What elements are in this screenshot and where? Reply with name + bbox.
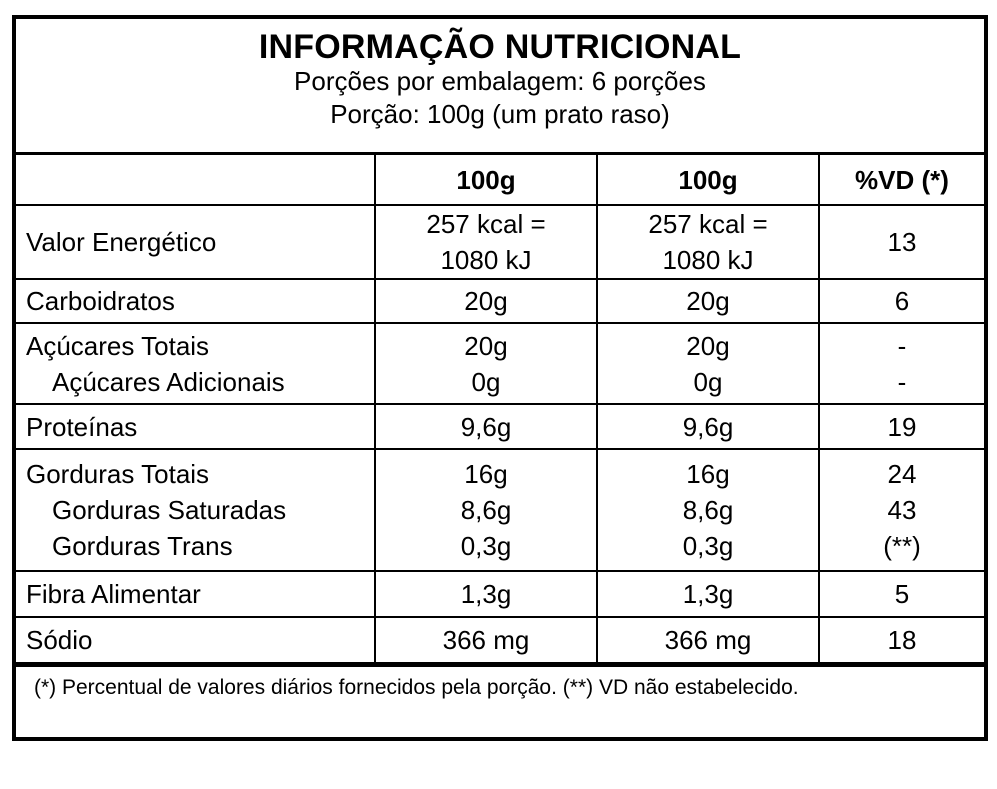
amount-portion-2: 9,6g <box>596 403 820 450</box>
amount-portion-1-line: 0,3g <box>460 531 512 561</box>
nutrient-name-line: Carboidratos <box>26 286 175 316</box>
amount-portion-2-line: 20g <box>686 330 730 361</box>
amount-portion-1-line: 16g <box>464 459 508 489</box>
daily-value-percent-line: 6 <box>894 286 910 316</box>
amount-portion-1-line: 366 mg <box>442 625 530 655</box>
table-row: Fibra Alimentar 1,3g 1,3g 5 <box>16 570 984 618</box>
nutrient-name-line: Gorduras Trans <box>52 531 233 561</box>
column-header-daily-value: %VD (*) <box>818 155 984 206</box>
daily-value-percent: -- <box>818 322 984 405</box>
amount-portion-2-line: 366 mg <box>664 625 752 655</box>
daily-value-percent-line: 43 <box>887 495 917 525</box>
table-row: Gorduras Totais Gorduras Saturadas Gordura… <box>16 448 984 572</box>
amount-portion-1: 366 mg <box>374 616 598 664</box>
servings-per-pack: Porções por embalagem: 6 porções <box>294 66 706 96</box>
daily-value-percent: 24 43 (**) <box>818 448 984 572</box>
column-header-portion-1: 100g <box>374 155 598 206</box>
amount-portion-2-line: 0,3g <box>682 531 734 561</box>
nutrition-table: 100g 100g %VD (*) Valor Energético 257 kc… <box>16 155 984 664</box>
nutrition-facts-label: INFORMAÇÃO NUTRICIONAL Porções por embal… <box>12 15 988 741</box>
amount-portion-2-line: 1,3g <box>682 579 734 609</box>
nutrient-name-line: Proteínas <box>26 411 138 442</box>
amount-portion-2-line: 16g <box>686 459 730 489</box>
amount-portion-2-line: 20g <box>686 286 730 316</box>
daily-value-percent-line: (**) <box>883 531 921 561</box>
nutrient-name-line: Gorduras Saturadas <box>52 495 287 525</box>
nutrient-name-line: Açúcares Adicionais <box>52 366 285 397</box>
daily-value-percent: 13 <box>818 204 984 280</box>
nutrient-name: Sódio <box>16 616 376 664</box>
amount-portion-1-line: 9,6g <box>460 411 512 442</box>
table-header-row: 100g 100g %VD (*) <box>16 155 984 206</box>
amount-portion-1-line: 1080 kJ <box>440 245 532 275</box>
nutrient-name-line: Açúcares Totais <box>26 330 210 361</box>
amount-portion-1-line: 20g <box>464 330 508 361</box>
daily-value-percent-line: 19 <box>887 411 917 442</box>
amount-portion-2-line: 0g <box>693 366 723 397</box>
amount-portion-2: 20g 0g <box>596 322 820 405</box>
nutrient-name: Carboidratos <box>16 278 376 324</box>
column-header-portion-2: 100g <box>596 155 820 206</box>
daily-value-percent: 18 <box>818 616 984 664</box>
amount-portion-1: 16g 8,6g 0,3g <box>374 448 598 572</box>
amount-portion-1: 257 kcal = 1080 kJ <box>374 204 598 280</box>
nutrient-name: Valor Energético <box>16 204 376 280</box>
amount-portion-1: 1,3g <box>374 570 598 618</box>
daily-value-percent-line: - <box>897 366 907 397</box>
nutrient-name-line: Valor Energético <box>26 227 217 257</box>
amount-portion-2: 366 mg <box>596 616 820 664</box>
label-title: INFORMAÇÃO NUTRICIONAL <box>258 28 742 66</box>
table-row: Açúcares Totais Açúcares Adicionais 20g 0g 2… <box>16 322 984 405</box>
daily-value-percent-line: 24 <box>887 459 917 489</box>
amount-portion-2-line: 8,6g <box>682 495 734 525</box>
serving-size: Porção: 100g (um prato raso) <box>330 99 670 129</box>
daily-value-percent-line: 13 <box>887 227 917 257</box>
nutrient-name-line: Sódio <box>26 625 93 655</box>
table-row: Carboidratos 20g 20g 6 <box>16 278 984 324</box>
amount-portion-1: 9,6g <box>374 403 598 450</box>
amount-portion-2: 16g 8,6g 0,3g <box>596 448 820 572</box>
amount-portion-2-line: 257 kcal = <box>648 209 768 239</box>
table-row: Proteínas 9,6g 9,6g 19 <box>16 403 984 450</box>
nutrient-name-line: Gorduras Totais <box>26 459 210 489</box>
daily-value-percent: 6 <box>818 278 984 324</box>
daily-value-percent: 5 <box>818 570 984 618</box>
nutrient-name: Gorduras Totais Gorduras Saturadas Gordura… <box>16 448 376 572</box>
amount-portion-1-line: 1,3g <box>460 579 512 609</box>
amount-portion-1: 20g 0g <box>374 322 598 405</box>
column-header-nutrient <box>16 155 376 206</box>
daily-value-percent-line: 5 <box>894 579 910 609</box>
amount-portion-1-line: 0g <box>471 366 501 397</box>
daily-value-percent-line: 18 <box>887 625 917 655</box>
footnote: (*) Percentual de valores diários fornec… <box>16 664 984 701</box>
amount-portion-1-line: 257 kcal = <box>426 209 546 239</box>
label-header: INFORMAÇÃO NUTRICIONAL Porções por embal… <box>16 19 984 155</box>
amount-portion-2-line: 1080 kJ <box>662 245 754 275</box>
amount-portion-2: 20g <box>596 278 820 324</box>
nutrient-name-line: Fibra Alimentar <box>26 579 201 609</box>
amount-portion-1: 20g <box>374 278 598 324</box>
amount-portion-1-line: 8,6g <box>460 495 512 525</box>
amount-portion-2: 1,3g <box>596 570 820 618</box>
table-row: Sódio 366 mg 366 mg 18 <box>16 616 984 664</box>
nutrient-name: Açúcares Totais Açúcares Adicionais <box>16 322 376 405</box>
daily-value-percent-line: - <box>897 330 907 361</box>
amount-portion-2: 257 kcal = 1080 kJ <box>596 204 820 280</box>
nutrient-name: Fibra Alimentar <box>16 570 376 618</box>
amount-portion-2-line: 9,6g <box>682 411 734 442</box>
nutrient-name: Proteínas <box>16 403 376 450</box>
daily-value-percent: 19 <box>818 403 984 450</box>
amount-portion-1-line: 20g <box>464 286 508 316</box>
table-row: Valor Energético 257 kcal = 1080 kJ 257 kca… <box>16 204 984 280</box>
